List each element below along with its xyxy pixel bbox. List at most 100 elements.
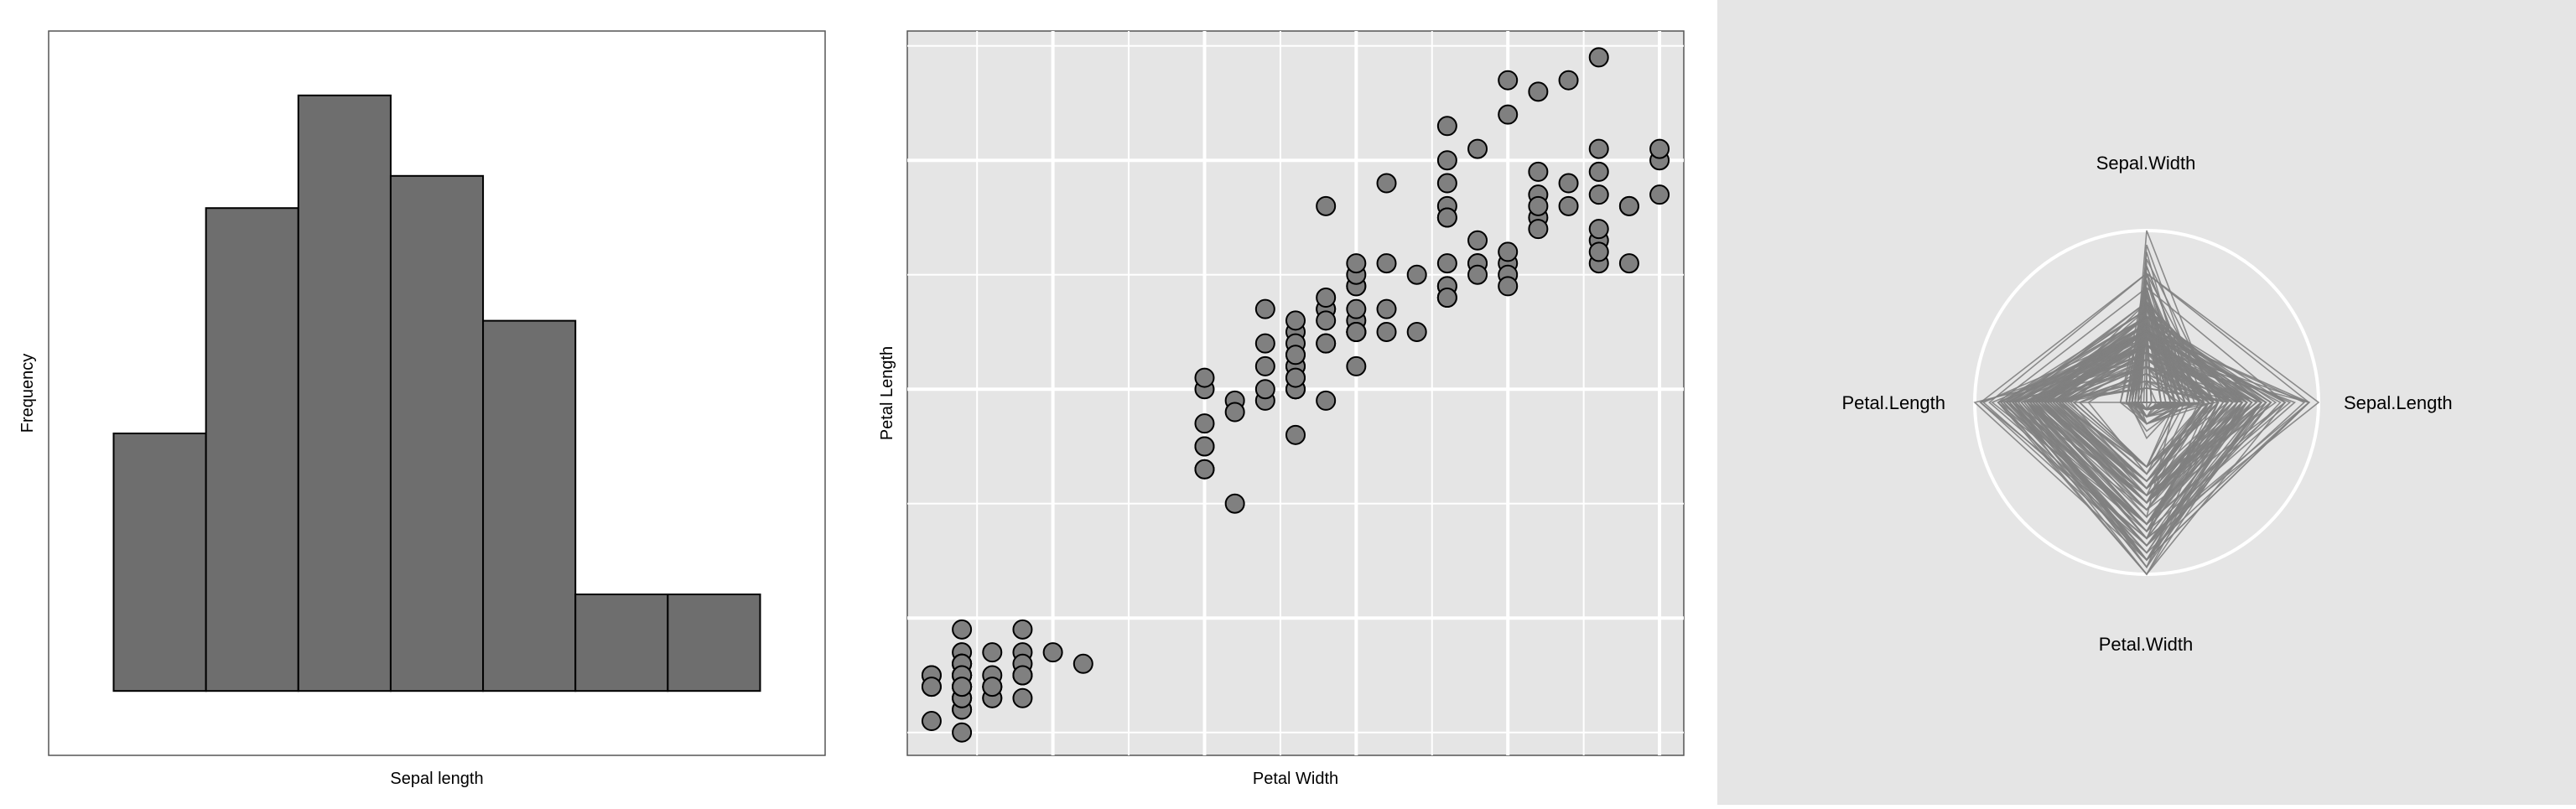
scatter-point bbox=[952, 722, 973, 743]
scatter-point bbox=[1406, 321, 1427, 342]
scatter-panel: Petal Width Petal Length bbox=[855, 0, 1717, 805]
scatter-point bbox=[1436, 173, 1457, 194]
scatter-point bbox=[1467, 230, 1488, 251]
scatter-point bbox=[1436, 253, 1457, 274]
scatter-point bbox=[1012, 687, 1033, 708]
scatter-point bbox=[1316, 390, 1337, 411]
scatter-point bbox=[1498, 276, 1519, 297]
radar-series-line bbox=[2044, 366, 2177, 519]
radar-axis-label-bottom: Petal.Width bbox=[2099, 634, 2194, 655]
radar-panel: Sepal.Width Sepal.Length Petal.Width Pet… bbox=[1717, 0, 2576, 805]
scatter-point bbox=[1528, 161, 1549, 182]
scatter-point bbox=[1376, 298, 1397, 319]
scatter-point bbox=[1316, 333, 1337, 354]
scatter-y-axis-label: Petal Length bbox=[878, 346, 896, 440]
radar-chart: Sepal.Width Sepal.Length Petal.Width Pet… bbox=[1841, 153, 2453, 655]
scatter-point bbox=[1528, 81, 1549, 102]
histogram-y-axis-label: Frequency bbox=[18, 354, 37, 433]
scatter-point bbox=[1316, 310, 1337, 331]
scatter-point bbox=[1588, 138, 1609, 159]
radar-series-line bbox=[2017, 301, 2239, 562]
scatter-point bbox=[1406, 264, 1427, 285]
scatter-point bbox=[952, 619, 973, 640]
scatter-point bbox=[1528, 219, 1549, 240]
scatter-point bbox=[1588, 219, 1609, 240]
scatter-point bbox=[1618, 253, 1639, 274]
scatter-point bbox=[1376, 173, 1397, 194]
scatter-point bbox=[1194, 413, 1215, 434]
histogram-bar bbox=[297, 94, 392, 692]
radar-axis-label-top: Sepal.Width bbox=[2096, 153, 2196, 174]
histogram-panel: Sepal length Frequency bbox=[0, 0, 855, 805]
histogram-bar bbox=[482, 319, 577, 692]
histogram-bar bbox=[574, 594, 669, 692]
radar-series-line bbox=[2011, 323, 2262, 568]
histogram-chart: Sepal length Frequency bbox=[18, 30, 826, 788]
scatter-point bbox=[1558, 70, 1579, 91]
scatter-point bbox=[1254, 355, 1275, 376]
scatter-point bbox=[1224, 493, 1245, 514]
scatter-point bbox=[1588, 47, 1609, 68]
scatter-point bbox=[1316, 195, 1337, 216]
scatter-point bbox=[1649, 184, 1670, 205]
histogram-bar bbox=[112, 433, 207, 692]
scatter-point bbox=[982, 677, 1003, 698]
radar-series-line bbox=[2026, 344, 2244, 504]
scatter-point bbox=[952, 677, 973, 698]
scatter-point bbox=[1346, 321, 1367, 342]
scatter-point bbox=[1285, 367, 1306, 388]
scatter-point bbox=[1346, 355, 1367, 376]
scatter-chart: Petal Width Petal Length bbox=[878, 30, 1685, 788]
scatter-point bbox=[1618, 195, 1639, 216]
radar-series-line bbox=[2023, 329, 2253, 540]
scatter-point bbox=[1467, 264, 1488, 285]
scatter-point bbox=[1558, 173, 1579, 194]
scatter-point bbox=[1194, 459, 1215, 480]
scatter-point bbox=[1194, 436, 1215, 457]
scatter-point bbox=[921, 677, 942, 698]
scatter-point bbox=[1042, 642, 1063, 663]
histogram-bar bbox=[667, 594, 761, 692]
scatter-point bbox=[1254, 333, 1275, 354]
scatter-point bbox=[1254, 379, 1275, 400]
scatter-point bbox=[1588, 241, 1609, 262]
radar-series-line bbox=[2026, 329, 2225, 526]
scatter-point bbox=[1436, 150, 1457, 171]
histogram-bar bbox=[205, 207, 299, 692]
scatter-point bbox=[1346, 298, 1367, 319]
scatter-point bbox=[1498, 104, 1519, 125]
scatter-point bbox=[1194, 367, 1215, 388]
scatter-point bbox=[1649, 138, 1670, 159]
scatter-point bbox=[1224, 402, 1245, 423]
scatter-point bbox=[921, 711, 942, 732]
scatter-point bbox=[1467, 138, 1488, 159]
scatter-point bbox=[1012, 619, 1033, 640]
radar-axis-label-left: Petal.Length bbox=[1841, 392, 1945, 413]
scatter-point bbox=[1285, 345, 1306, 366]
scatter-point bbox=[1498, 70, 1519, 91]
scatter-point bbox=[1316, 288, 1337, 309]
scatter-point bbox=[1436, 288, 1457, 309]
scatter-point bbox=[1588, 184, 1609, 205]
scatter-point bbox=[1285, 424, 1306, 445]
scatter-point bbox=[1346, 253, 1367, 274]
scatter-point bbox=[1254, 298, 1275, 319]
scatter-point bbox=[982, 642, 1003, 663]
scatter-point bbox=[1528, 195, 1549, 216]
scatter-point bbox=[1012, 665, 1033, 686]
scatter-point bbox=[1498, 241, 1519, 262]
scatter-point bbox=[1588, 161, 1609, 182]
scatter-x-axis-label: Petal Width bbox=[1253, 770, 1338, 788]
scatter-point bbox=[1072, 653, 1093, 674]
histogram-x-axis-label: Sepal length bbox=[390, 770, 483, 788]
radar-series-line bbox=[2008, 309, 2262, 576]
radar-series-line bbox=[2087, 366, 2186, 475]
scatter-point bbox=[1558, 195, 1579, 216]
scatter-point bbox=[1436, 207, 1457, 228]
radar-axis-label-right: Sepal.Length bbox=[2344, 392, 2453, 413]
scatter-point bbox=[1436, 116, 1457, 137]
scatter-point bbox=[1376, 253, 1397, 274]
histogram-bar bbox=[389, 174, 485, 692]
scatter-point bbox=[1376, 321, 1397, 342]
scatter-point bbox=[1285, 310, 1306, 331]
